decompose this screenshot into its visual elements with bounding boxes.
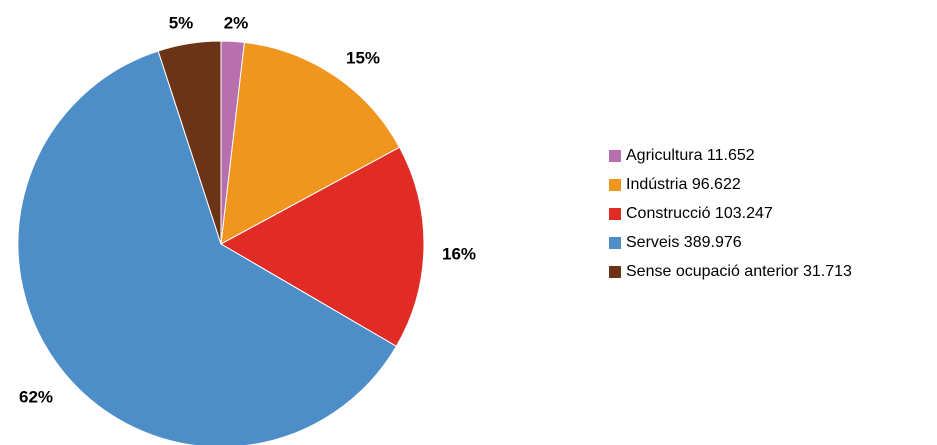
- pie-slice-industria: [220, 41, 401, 245]
- pct-label-industria: 15%: [346, 48, 380, 67]
- pct-label-serveis: 62%: [19, 387, 53, 406]
- legend-item-industria: Indústria 96.622: [609, 170, 852, 199]
- pie-slices: [17, 40, 425, 445]
- pct-label-agricultura: 2%: [224, 13, 249, 32]
- pct-label-construccio: 16%: [442, 244, 476, 263]
- legend-label-industria: Indústria 96.622: [626, 175, 741, 193]
- pie-slice-construccio: [219, 146, 425, 347]
- legend-item-construccio: Construcció 103.247: [609, 199, 852, 228]
- chart-legend: Agricultura 11.652 Indústria 96.622 Cons…: [609, 141, 852, 286]
- legend-item-agricultura: Agricultura 11.652: [609, 141, 852, 170]
- legend-item-serveis: Serveis 389.976: [609, 228, 852, 257]
- pct-label-sense-ocupacio: 5%: [169, 13, 194, 32]
- legend-swatch-serveis: [609, 236, 621, 249]
- legend-swatch-sense-ocupacio: [609, 265, 621, 278]
- legend-label-serveis: Serveis 389.976: [626, 233, 742, 251]
- legend-label-sense-ocupacio: Sense ocupació anterior 31.713: [626, 262, 852, 280]
- legend-label-agricultura: Agricultura 11.652: [626, 146, 755, 164]
- pie-percentage-labels: 2% 15% 16% 62% 5%: [19, 13, 476, 406]
- legend-swatch-construccio: [609, 207, 621, 220]
- legend-item-sense-ocupacio: Sense ocupació anterior 31.713: [609, 257, 852, 286]
- legend-swatch-industria: [609, 178, 621, 191]
- legend-swatch-agricultura: [609, 149, 621, 162]
- pie-slice-sense-ocupacio: [157, 40, 222, 245]
- pie-slice-serveis: [17, 50, 398, 445]
- legend-label-construccio: Construcció 103.247: [626, 204, 773, 222]
